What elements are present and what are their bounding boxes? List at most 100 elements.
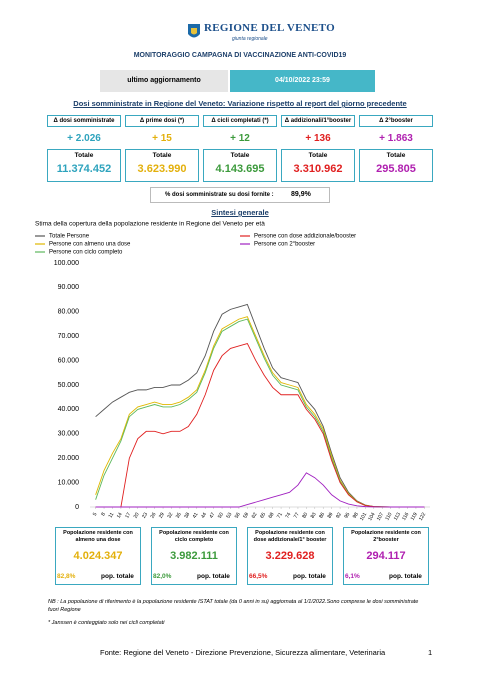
legend-label: Persone con ciclo completo	[49, 250, 123, 256]
card-label: Δ prime dosi (*)	[125, 115, 199, 127]
x-tick-label: 110	[384, 511, 393, 521]
card-label: Δ addizionali/1°booster	[281, 115, 355, 127]
y-tick-label: 50.000	[58, 382, 80, 389]
ratio-value: 89,9%	[291, 191, 311, 198]
x-tick-label: 104	[367, 511, 376, 521]
card-label: Δ dosi somministrate	[47, 115, 121, 127]
population-value: 4.024.347	[73, 550, 123, 562]
update-label: ultimo aggiornamento	[100, 70, 228, 92]
note: * Janssen è conteggiato solo nei cicli c…	[48, 620, 165, 626]
update-date: 04/10/2022 23:59	[230, 70, 375, 92]
x-tick-label: 119	[410, 511, 419, 521]
x-tick-label: 26	[150, 511, 158, 519]
y-tick-label: 70.000	[58, 333, 80, 340]
population-value: 3.982.111	[170, 550, 218, 562]
population-percent: 82,8%	[57, 573, 76, 580]
card-total-label: Totale	[230, 152, 250, 159]
x-tick-label: 92	[335, 511, 343, 519]
card-label: Δ 2°booster	[359, 115, 433, 127]
population-percent-label: pop. totale	[197, 573, 230, 580]
card-delta: + 1.863	[379, 132, 413, 144]
x-tick-label: 62	[251, 511, 259, 519]
population-card	[343, 527, 429, 585]
card-delta: + 2.026	[67, 132, 101, 144]
x-tick-label: 107	[376, 511, 385, 521]
x-tick-label: 50	[217, 511, 225, 519]
x-tick-label: 122	[418, 511, 427, 521]
section-title: Sintesi generale	[211, 208, 269, 217]
card-box	[203, 149, 277, 182]
y-tick-label: 30.000	[58, 431, 80, 438]
logo-text: REGIONE DEL VENETO	[204, 22, 335, 34]
x-tick-label: 56	[234, 511, 242, 519]
legend-label: Totale Persone	[49, 234, 90, 240]
card-total-label: Totale	[74, 152, 94, 159]
x-tick-label: 59	[242, 511, 250, 519]
population-value: 294.117	[366, 550, 406, 562]
legend-label: Persone con almeno una dose	[49, 242, 131, 248]
x-tick-label: 47	[209, 511, 217, 519]
y-tick-label: 90.000	[58, 284, 80, 291]
x-tick-label: 29	[158, 511, 166, 519]
x-tick-label: 14	[116, 511, 124, 519]
x-tick-label: 71	[276, 511, 284, 519]
x-tick-label: 38	[183, 511, 191, 519]
card-total-label: Totale	[386, 152, 406, 159]
x-tick-label: 80	[301, 511, 309, 519]
x-tick-label: 89	[327, 511, 335, 519]
y-tick-label: 80.000	[58, 309, 80, 316]
x-tick-label: 98	[352, 511, 360, 519]
card-total: 295.805	[376, 163, 416, 175]
population-card	[55, 527, 141, 585]
y-tick-label: 100.000	[54, 260, 79, 267]
y-tick-label: 0	[75, 504, 79, 511]
card-label: Δ cicli completati (*)	[203, 115, 277, 127]
y-tick-label: 60.000	[58, 357, 80, 364]
x-tick-label: 65	[259, 511, 267, 519]
x-tick-label: 101	[359, 511, 368, 521]
x-tick-label: 44	[200, 511, 208, 519]
x-tick-label: 41	[192, 511, 200, 519]
chart-title: Stima della copertura della popolazione …	[35, 221, 265, 228]
card-total: 4.143.695	[215, 163, 265, 175]
page-title: MONITORAGGIO CAMPAGNA DI VACCINAZIONE AN…	[133, 52, 347, 59]
x-tick-label: 35	[175, 511, 183, 519]
series-line	[95, 303, 425, 508]
card-box	[359, 149, 433, 182]
x-tick-label: 95	[343, 511, 351, 519]
population-value: 3.229.628	[265, 550, 315, 562]
x-tick-label: 32	[166, 511, 174, 519]
footer-text: Fonte: Regione del Veneto - Direzione Pr…	[100, 648, 386, 657]
population-percent: 82,0%	[153, 573, 172, 580]
x-tick-label: 86	[318, 511, 326, 519]
population-percent-label: pop. totale	[293, 573, 326, 580]
chart: Stima della copertura della popolazione …	[35, 221, 430, 522]
x-tick-label: 17	[124, 511, 132, 519]
series-line	[95, 472, 425, 508]
card-total-label: Totale	[308, 152, 328, 159]
card-total: 11.374.452	[56, 163, 112, 175]
series-line	[95, 316, 425, 508]
x-tick-label: 83	[310, 511, 318, 519]
note: NB : La popolazione di riferimento è la …	[48, 599, 419, 613]
x-tick-label: 20	[133, 511, 141, 519]
x-tick-label: 23	[141, 511, 149, 519]
logo-icon	[188, 24, 200, 38]
y-tick-label: 20.000	[58, 455, 80, 462]
card-box	[47, 149, 121, 182]
population-label: Popolazione residente con ciclo completo	[159, 530, 229, 543]
x-tick-label: 53	[225, 511, 233, 519]
card-delta: + 15	[152, 132, 172, 144]
population-label: Popolazione residente con almeno una dos…	[63, 530, 133, 543]
card-box	[125, 149, 199, 182]
x-tick-label: 11	[108, 511, 116, 519]
ratio-label: % dosi somministrate su dosi fornite :	[165, 192, 274, 198]
y-tick-label: 10.000	[58, 479, 80, 486]
x-tick-label: 8	[100, 511, 107, 517]
population-label: Popolazione residente con 2°booster	[351, 530, 421, 543]
logo-subtitle: giunta regionale	[232, 36, 268, 42]
x-tick-label: 77	[293, 511, 301, 519]
ratio-box: % dosi somministrate su dosi fornite : 8…	[150, 187, 330, 203]
y-tick-label: 40.000	[58, 406, 80, 413]
